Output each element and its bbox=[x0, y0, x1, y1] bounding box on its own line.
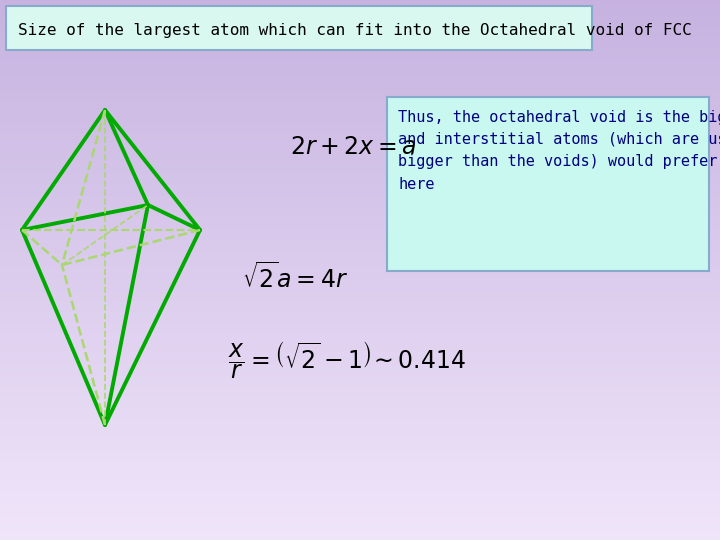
Text: Thus, the octahedral void is the bigger one
and interstitial atoms (which are us: Thus, the octahedral void is the bigger … bbox=[398, 110, 720, 192]
FancyBboxPatch shape bbox=[387, 97, 709, 271]
Text: $2r + 2x = a$: $2r + 2x = a$ bbox=[290, 137, 417, 159]
FancyBboxPatch shape bbox=[6, 6, 592, 50]
Text: $\dfrac{x}{r} = \left(\sqrt{2} - 1\right)\!\sim 0.414$: $\dfrac{x}{r} = \left(\sqrt{2} - 1\right… bbox=[228, 339, 466, 381]
Text: Size of the largest atom which can fit into the Octahedral void of FCC: Size of the largest atom which can fit i… bbox=[18, 23, 692, 37]
Text: $\sqrt{2}a = 4r$: $\sqrt{2}a = 4r$ bbox=[242, 263, 348, 293]
